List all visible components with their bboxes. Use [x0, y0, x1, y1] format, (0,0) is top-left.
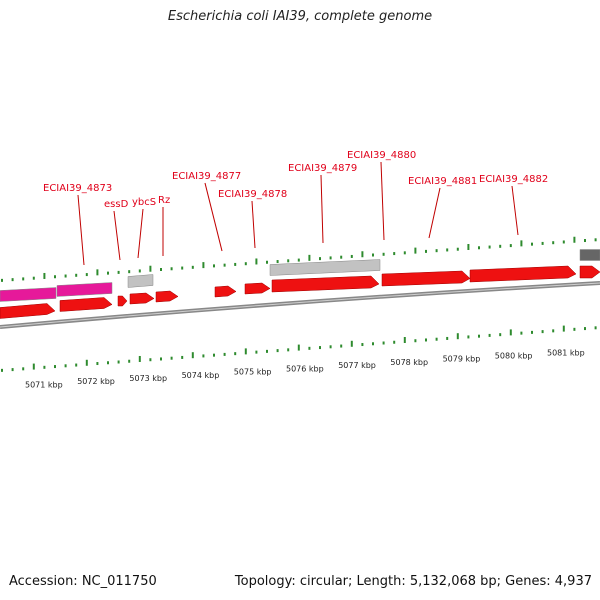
gene-arrow: [214, 285, 237, 298]
gene-arrow: [271, 275, 380, 293]
label-leader: [204, 182, 223, 252]
kbp-label: 5077 kbp: [338, 361, 376, 370]
pseudogene-feature: [0, 287, 57, 302]
label-leader: [380, 161, 385, 241]
kbp-label: 5072 kbp: [77, 377, 115, 386]
gene-label: ECIAI39_4882: [479, 174, 548, 185]
gene-label: ybcS: [132, 197, 156, 208]
kbp-label: 5076 kbp: [286, 364, 324, 373]
label-leader: [428, 187, 441, 239]
label-leader: [137, 208, 144, 259]
gene-label: ECIAI39_4880: [347, 150, 416, 161]
gene-arrow: [0, 303, 56, 319]
kbp-label: 5079 kbp: [443, 355, 481, 364]
gene-labels: ECIAI39_4873 essD ybcS Rz ECIAI39_4877 ECIAI3…: [43, 150, 548, 210]
gene-arrow: [244, 282, 271, 295]
topology-text: Topology: circular; Length: 5,132,068 bp…: [234, 574, 592, 589]
feature-track: [0, 249, 600, 319]
gene-arrow: [129, 292, 155, 305]
kbp-label: 5074 kbp: [182, 371, 220, 380]
kbp-label: 5081 kbp: [547, 348, 585, 357]
kbp-label: 5080 kbp: [495, 351, 533, 360]
gene-label: ECIAI39_4881: [408, 176, 477, 187]
dark-feature: [579, 249, 600, 261]
gene-arrow: [381, 270, 471, 287]
gray-feature: [127, 274, 154, 288]
gene-label: essD: [104, 199, 129, 210]
gene-arrow: [155, 290, 179, 303]
upper-tick-track: [1, 236, 597, 282]
backbone-highlight: [0, 282, 600, 328]
label-leader: [320, 174, 324, 244]
gene-label: Rz: [158, 195, 170, 206]
label-leader: [113, 210, 121, 261]
label-leader: [511, 185, 519, 236]
gray-feature: [269, 259, 381, 276]
kbp-label: 5071 kbp: [25, 380, 63, 389]
gene-arrow: [469, 265, 577, 283]
label-leader: [77, 194, 85, 266]
kbp-label: 5075 kbp: [234, 368, 272, 377]
pseudogene-feature: [56, 282, 113, 297]
lower-tick-track: [1, 325, 597, 372]
map-title: Escherichia coli IAI39, complete genome: [167, 9, 433, 24]
label-leaders: [77, 161, 519, 266]
label-leader: [251, 200, 256, 249]
gene-arrow: [579, 265, 600, 279]
kbp-label: 5078 kbp: [390, 358, 428, 367]
gene-arrow: [117, 295, 128, 307]
gene-label: ECIAI39_4879: [288, 163, 357, 174]
gene-label: ECIAI39_4873: [43, 183, 112, 194]
kbp-label: 5073 kbp: [129, 374, 167, 383]
genome-backbone: [0, 281, 600, 329]
kbp-labels: 5071 kbp 5072 kbp 5073 kbp 5074 kbp 5075 kbp…: [25, 348, 585, 389]
gene-arrow: [59, 297, 113, 312]
gene-label: ECIAI39_4877: [172, 171, 241, 182]
accession-text: Accession: NC_011750: [9, 574, 157, 589]
gene-label: ECIAI39_4878: [218, 189, 287, 200]
